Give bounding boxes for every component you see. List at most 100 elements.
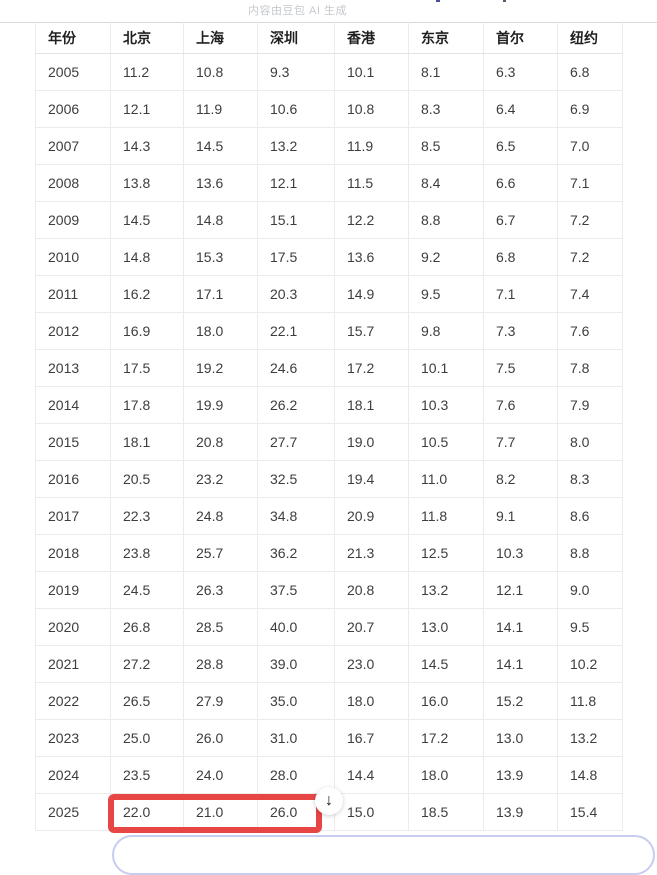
value-cell: 7.3 [483, 312, 558, 350]
table-row: 2022 26.5 27.9 35.0 18.0 16.0 15.2 11.8 [35, 682, 623, 720]
value-cell: 11.2 [110, 53, 184, 91]
year-cell: 2005 [35, 53, 111, 91]
value-cell: 6.7 [483, 201, 558, 239]
value-cell: 10.3 [408, 386, 484, 424]
value-cell: 26.8 [110, 608, 184, 646]
value-cell: 14.4 [334, 756, 409, 794]
year-cell: 2018 [35, 534, 111, 572]
value-cell: 6.6 [483, 164, 558, 202]
value-cell: 14.3 [110, 127, 184, 165]
value-cell: 16.7 [334, 719, 409, 757]
value-cell: 14.8 [110, 238, 184, 276]
value-cell: 8.4 [408, 164, 484, 202]
highlight-annotation-box [108, 794, 322, 833]
value-cell: 14.5 [408, 645, 484, 683]
value-cell: 10.2 [557, 645, 623, 683]
value-cell: 16.9 [110, 312, 184, 350]
year-cell: 2011 [35, 275, 111, 313]
value-cell: 18.1 [334, 386, 409, 424]
value-cell: 24.8 [183, 497, 258, 535]
value-cell: 8.8 [408, 201, 484, 239]
value-cell: 11.9 [334, 127, 409, 165]
value-cell: 19.9 [183, 386, 258, 424]
value-cell: 19.4 [334, 460, 409, 498]
value-cell: 19.0 [334, 423, 409, 461]
value-cell: 20.7 [334, 608, 409, 646]
value-cell: 7.6 [557, 312, 623, 350]
table-row: 2020 26.8 28.5 40.0 20.7 13.0 14.1 9.5 [35, 608, 623, 646]
cursor-click-indicator[interactable]: ↓ [315, 787, 343, 815]
value-cell: 9.8 [408, 312, 484, 350]
value-cell: 21.3 [334, 534, 409, 572]
value-cell: 28.5 [183, 608, 258, 646]
value-cell: 28.0 [257, 756, 335, 794]
value-cell: 17.8 [110, 386, 184, 424]
value-cell: 13.9 [483, 756, 558, 794]
column-header: 首尔 [483, 22, 558, 54]
value-cell: 9.2 [408, 238, 484, 276]
year-cell: 2016 [35, 460, 111, 498]
value-cell: 27.2 [110, 645, 184, 683]
value-cell: 6.8 [483, 238, 558, 276]
table-row: 2023 25.0 26.0 31.0 16.7 17.2 13.0 13.2 [35, 719, 623, 757]
value-cell: 8.5 [408, 127, 484, 165]
value-cell: 20.9 [334, 497, 409, 535]
year-cell: 2007 [35, 127, 111, 165]
value-cell: 8.6 [557, 497, 623, 535]
value-cell: 10.5 [408, 423, 484, 461]
value-cell: 14.8 [183, 201, 258, 239]
value-cell: 39.0 [257, 645, 335, 683]
value-cell: 13.0 [483, 719, 558, 757]
value-cell: 13.9 [483, 793, 558, 831]
value-cell: 18.1 [110, 423, 184, 461]
value-cell: 17.2 [408, 719, 484, 757]
value-cell: 7.2 [557, 201, 623, 239]
value-cell: 11.8 [408, 497, 484, 535]
cropped-content-remnant [503, 0, 506, 2]
value-cell: 9.3 [257, 53, 335, 91]
year-cell: 2023 [35, 719, 111, 757]
table-body: 2005 11.2 10.8 9.3 10.1 8.1 6.3 6.8 2006 12.1 11.9… [35, 53, 623, 831]
table-row: 2024 23.5 24.0 28.0 14.4 18.0 13.9 14.8 [35, 756, 623, 794]
value-cell: 23.8 [110, 534, 184, 572]
value-cell: 8.3 [408, 90, 484, 128]
value-cell: 14.1 [483, 608, 558, 646]
year-cell: 2013 [35, 349, 111, 387]
table-row: 2021 27.2 28.8 39.0 23.0 14.5 14.1 10.2 [35, 645, 623, 683]
year-cell: 2021 [35, 645, 111, 683]
bottom-input-panel-edge[interactable] [112, 835, 655, 875]
value-cell: 11.8 [557, 682, 623, 720]
value-cell: 20.3 [257, 275, 335, 313]
value-cell: 13.2 [257, 127, 335, 165]
value-cell: 13.0 [408, 608, 484, 646]
value-cell: 20.5 [110, 460, 184, 498]
value-cell: 12.1 [257, 164, 335, 202]
table-row: 2008 13.8 13.6 12.1 11.5 8.4 6.6 7.1 [35, 164, 623, 202]
year-cell: 2017 [35, 497, 111, 535]
table-row: 2005 11.2 10.8 9.3 10.1 8.1 6.3 6.8 [35, 53, 623, 91]
value-cell: 24.5 [110, 571, 184, 609]
table-row: 2011 16.2 17.1 20.3 14.9 9.5 7.1 7.4 [35, 275, 623, 313]
value-cell: 20.8 [334, 571, 409, 609]
year-cell: 2009 [35, 201, 111, 239]
table-row: 2013 17.5 19.2 24.6 17.2 10.1 7.5 7.8 [35, 349, 623, 387]
value-cell: 7.1 [557, 164, 623, 202]
year-cell: 2015 [35, 423, 111, 461]
value-cell: 18.0 [334, 682, 409, 720]
table-row: 2015 18.1 20.8 27.7 19.0 10.5 7.7 8.0 [35, 423, 623, 461]
value-cell: 9.0 [557, 571, 623, 609]
year-cell: 2020 [35, 608, 111, 646]
value-cell: 9.5 [557, 608, 623, 646]
value-cell: 14.8 [557, 756, 623, 794]
value-cell: 17.5 [110, 349, 184, 387]
column-header: 年份 [35, 22, 111, 54]
value-cell: 12.1 [110, 90, 184, 128]
value-cell: 32.5 [257, 460, 335, 498]
value-cell: 17.1 [183, 275, 258, 313]
value-cell: 7.5 [483, 349, 558, 387]
table-row: 2019 24.5 26.3 37.5 20.8 13.2 12.1 9.0 [35, 571, 623, 609]
year-cell: 2022 [35, 682, 111, 720]
value-cell: 11.9 [183, 90, 258, 128]
value-cell: 7.9 [557, 386, 623, 424]
value-cell: 7.8 [557, 349, 623, 387]
